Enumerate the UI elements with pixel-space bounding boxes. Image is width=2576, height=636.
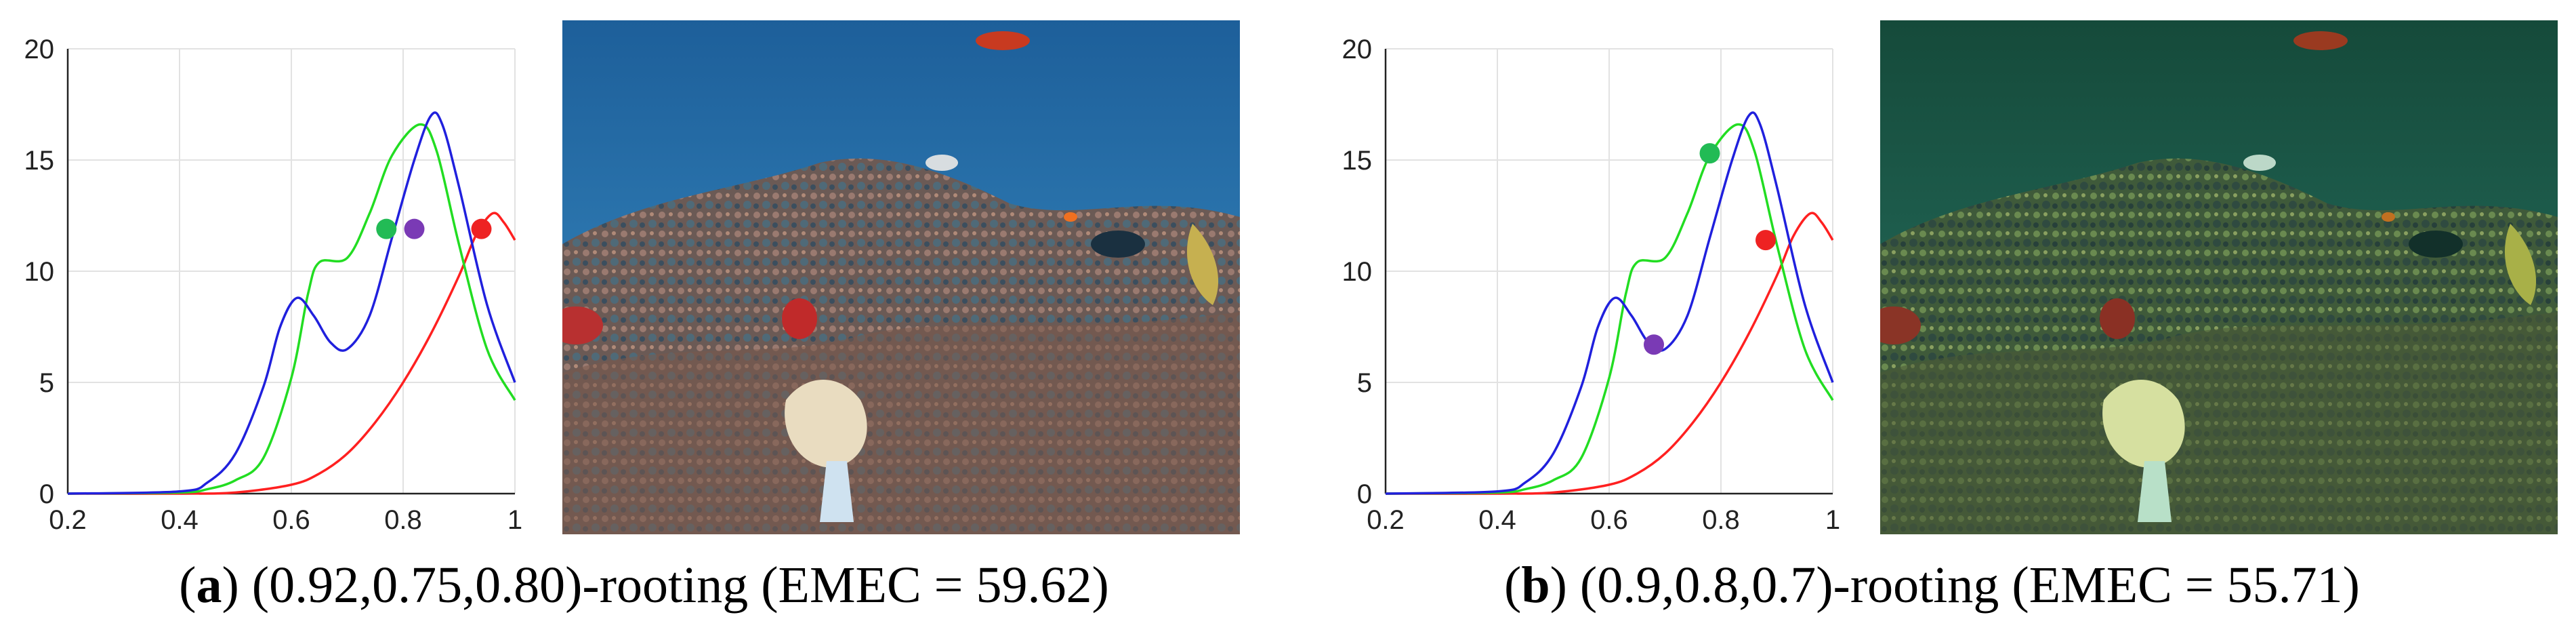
x-tick-label: 0.4 — [1478, 505, 1516, 535]
marker-point-0 — [1699, 143, 1720, 164]
series-line-2 — [67, 111, 516, 495]
x-tick-label: 1 — [1825, 505, 1840, 535]
figure-panel-a: 0.2 0.4 0.6 0.8 1 0 5 10 15 20 — [24, 20, 1240, 614]
x-tick-label: 0.6 — [1590, 505, 1628, 535]
marker-point-0 — [376, 218, 397, 239]
underwater-photo-b — [1880, 20, 2558, 534]
x-tick-label: 0.8 — [1702, 505, 1740, 535]
y-tick-label: 20 — [1342, 35, 1373, 64]
caption-a: (a) (0.92,0.75,0.80)-rooting (EMEC = 59.… — [179, 557, 1109, 614]
figure-panel-b: 0.2 0.4 0.6 0.8 1 0 5 10 15 20 — [1318, 0, 2576, 636]
marker-point-2 — [1756, 230, 1776, 251]
caption-b: (b) (0.9,0.8,0.7)-rooting (EMEC = 55.71) — [1504, 557, 2360, 614]
y-tick-label: 20 — [24, 35, 55, 64]
marker-point-1 — [1644, 334, 1664, 355]
y-tick-label: 10 — [24, 257, 55, 287]
series-line-1 — [67, 123, 516, 495]
caption-a-label: a — [196, 557, 222, 614]
x-tick-label: 0.2 — [49, 505, 87, 535]
y-tick-label: 0 — [1357, 479, 1372, 509]
x-tick-label: 0.8 — [384, 505, 422, 535]
series-line-1 — [1385, 123, 1834, 495]
caption-a-text: ) (0.92,0.75,0.80)-rooting (EMEC = 59.62… — [222, 557, 1109, 614]
marker-point-2 — [471, 218, 492, 239]
x-tick-label: 0.4 — [161, 505, 199, 535]
y-tick-label: 15 — [24, 146, 55, 176]
underwater-photo-a — [562, 20, 1240, 534]
caption-b-text: ) (0.9,0.8,0.7)-rooting (EMEC = 55.71) — [1550, 557, 2360, 614]
y-tick-label: 0 — [39, 479, 54, 509]
y-tick-label: 10 — [1342, 257, 1373, 287]
x-tick-label: 0.6 — [272, 505, 310, 535]
caption-b-label: b — [1521, 557, 1550, 614]
series-line-0 — [1385, 212, 1834, 495]
series-line-2 — [1385, 111, 1834, 495]
marker-point-1 — [404, 218, 425, 239]
y-tick-label: 5 — [1357, 368, 1372, 398]
x-tick-label: 0.2 — [1367, 505, 1405, 535]
series-line-0 — [67, 212, 516, 495]
y-tick-label: 5 — [39, 368, 54, 398]
y-tick-label: 15 — [1342, 146, 1373, 176]
x-tick-label: 1 — [507, 505, 522, 535]
